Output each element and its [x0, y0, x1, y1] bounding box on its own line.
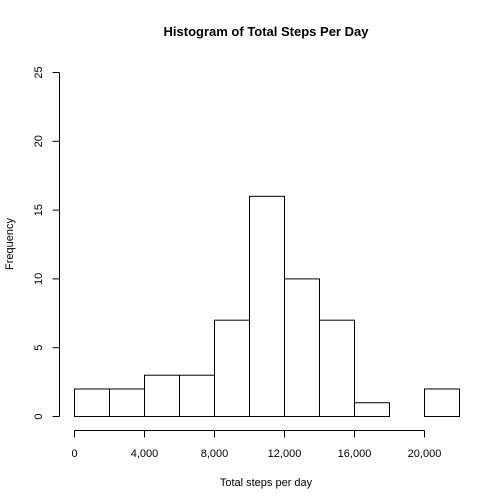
x-tick-label: 12,000 [268, 448, 302, 460]
histogram-bar [214, 319, 250, 417]
y-tick-label: 20 [33, 135, 45, 147]
histogram-bar [354, 402, 390, 417]
histogram-bar [249, 195, 285, 417]
histogram-bar [424, 388, 460, 418]
histogram-bar [179, 374, 215, 417]
y-axis: 0 5 10 15 20 25 [33, 66, 60, 420]
y-tick-label: 0 [33, 413, 45, 419]
x-axis-label: Total steps per day [220, 477, 313, 489]
histogram-bars [74, 195, 460, 418]
y-tick-label: 25 [33, 66, 45, 78]
x-tick-label: 4,000 [131, 448, 159, 460]
histogram-bar [284, 278, 320, 417]
histogram-bar [319, 319, 355, 417]
histogram-bar [74, 388, 110, 418]
x-axis: 0 4,000 8,000 12,000 16,000 20,000 [71, 430, 442, 460]
histogram-bar [109, 388, 145, 418]
x-tick-label: 8,000 [201, 448, 229, 460]
histogram-bar [144, 374, 180, 417]
y-tick-label: 5 [33, 345, 45, 351]
x-tick-label: 20,000 [408, 448, 442, 460]
chart-title: Histogram of Total Steps Per Day [164, 24, 370, 39]
y-axis-label: Frequency [4, 218, 16, 270]
x-tick-label: 0 [71, 448, 77, 460]
y-tick-label: 15 [33, 204, 45, 216]
y-tick-label: 10 [33, 273, 45, 285]
x-tick-label: 16,000 [338, 448, 372, 460]
